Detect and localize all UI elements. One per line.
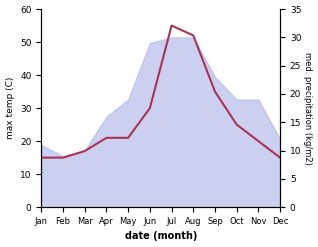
X-axis label: date (month): date (month) (125, 231, 197, 242)
Y-axis label: med. precipitation (kg/m2): med. precipitation (kg/m2) (303, 52, 313, 165)
Y-axis label: max temp (C): max temp (C) (5, 77, 15, 139)
